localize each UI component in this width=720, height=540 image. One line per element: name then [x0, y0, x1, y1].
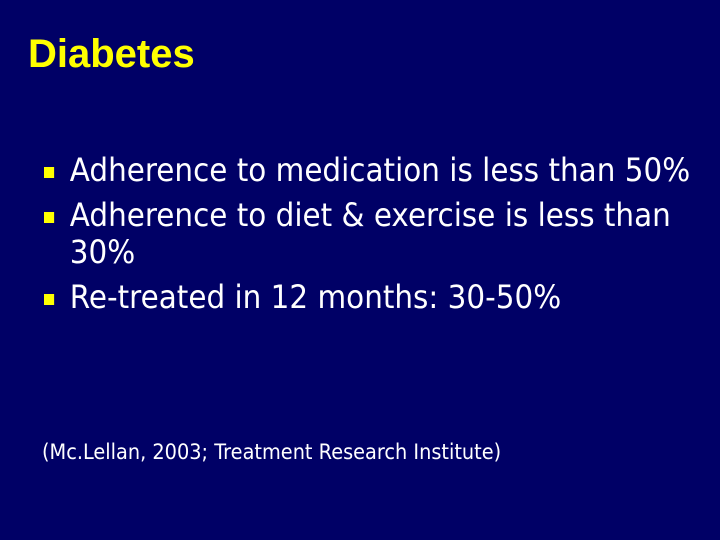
citation: (Mc.Lellan, 2003; Treatment Research Ins… — [42, 440, 502, 464]
bullet: Re-treated in 12 months: 30-50% — [44, 279, 695, 316]
bullet-list: Adherence to medication is less than 50%… — [44, 152, 690, 324]
bullet: Adherence to diet & exercise is less tha… — [44, 197, 695, 271]
title: Diabetes — [28, 32, 195, 76]
bullet: Adherence to medication is less than 50% — [44, 152, 695, 189]
